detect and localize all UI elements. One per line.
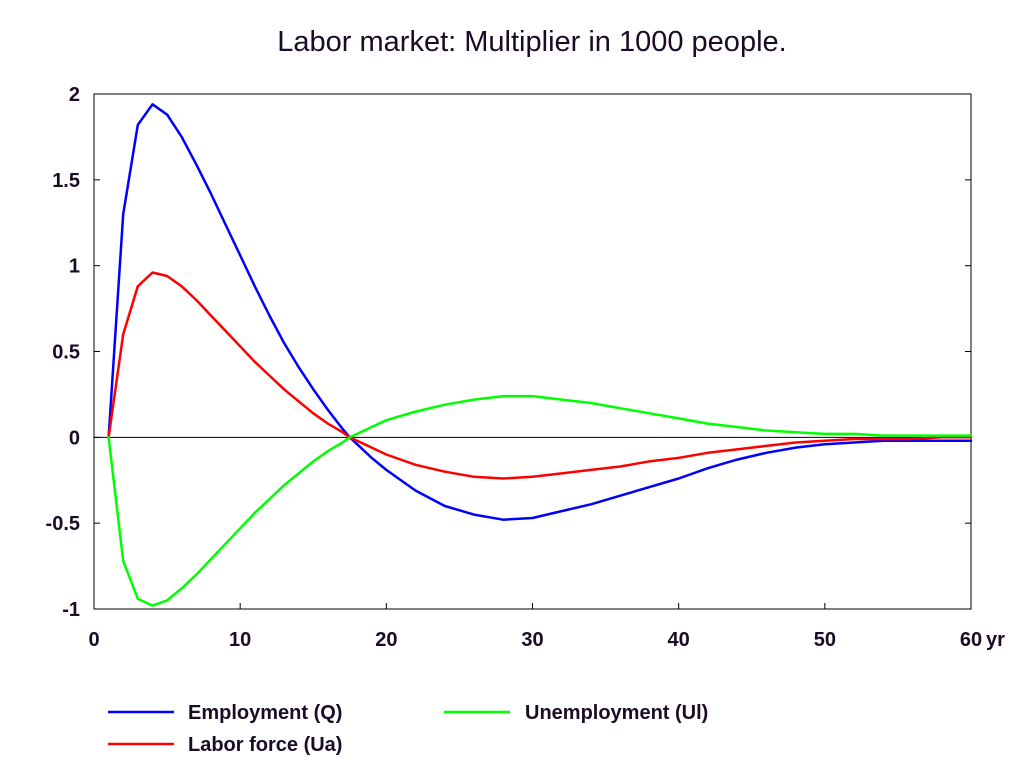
y-tick-label: 0.5 [52,342,80,364]
y-tick-label: 2 [69,84,80,106]
x-tick-label: 10 [229,629,251,651]
x-tick-label: 20 [375,629,397,651]
plot-frame [93,93,972,610]
x-tick-label: 60 [960,629,982,651]
x-tick-label: 0 [88,629,99,651]
chart-title: Labor market: Multiplier in 1000 people. [277,26,786,58]
y-tick-label: 0 [69,427,80,449]
series-line-1 [107,103,973,521]
legend: Employment (Q) Labor force (Ua) Unemployme… [108,702,708,756]
y-tick-label: -0.5 [46,513,80,535]
y-tick-label: 1.5 [52,170,80,192]
y-tick-label: 1 [69,256,80,278]
series-line-3 [107,394,973,607]
series-line-2 [107,271,973,480]
legend-label-1: Employment (Q) [188,702,342,724]
y-tick-label: -1 [62,599,80,621]
legend-label-2: Labor force (Ua) [188,734,342,756]
plot-area: 2 1.5 1 0.5 0 -0.5 -1 0 10 20 30 40 50 60 yr [46,84,1006,651]
legend-label-3: Unemployment (Ul) [525,702,708,724]
x-unit-label: yr [986,629,1005,651]
x-tick-label: 50 [814,629,836,651]
x-tick-label: 40 [668,629,690,651]
x-tick-label: 30 [521,629,543,651]
